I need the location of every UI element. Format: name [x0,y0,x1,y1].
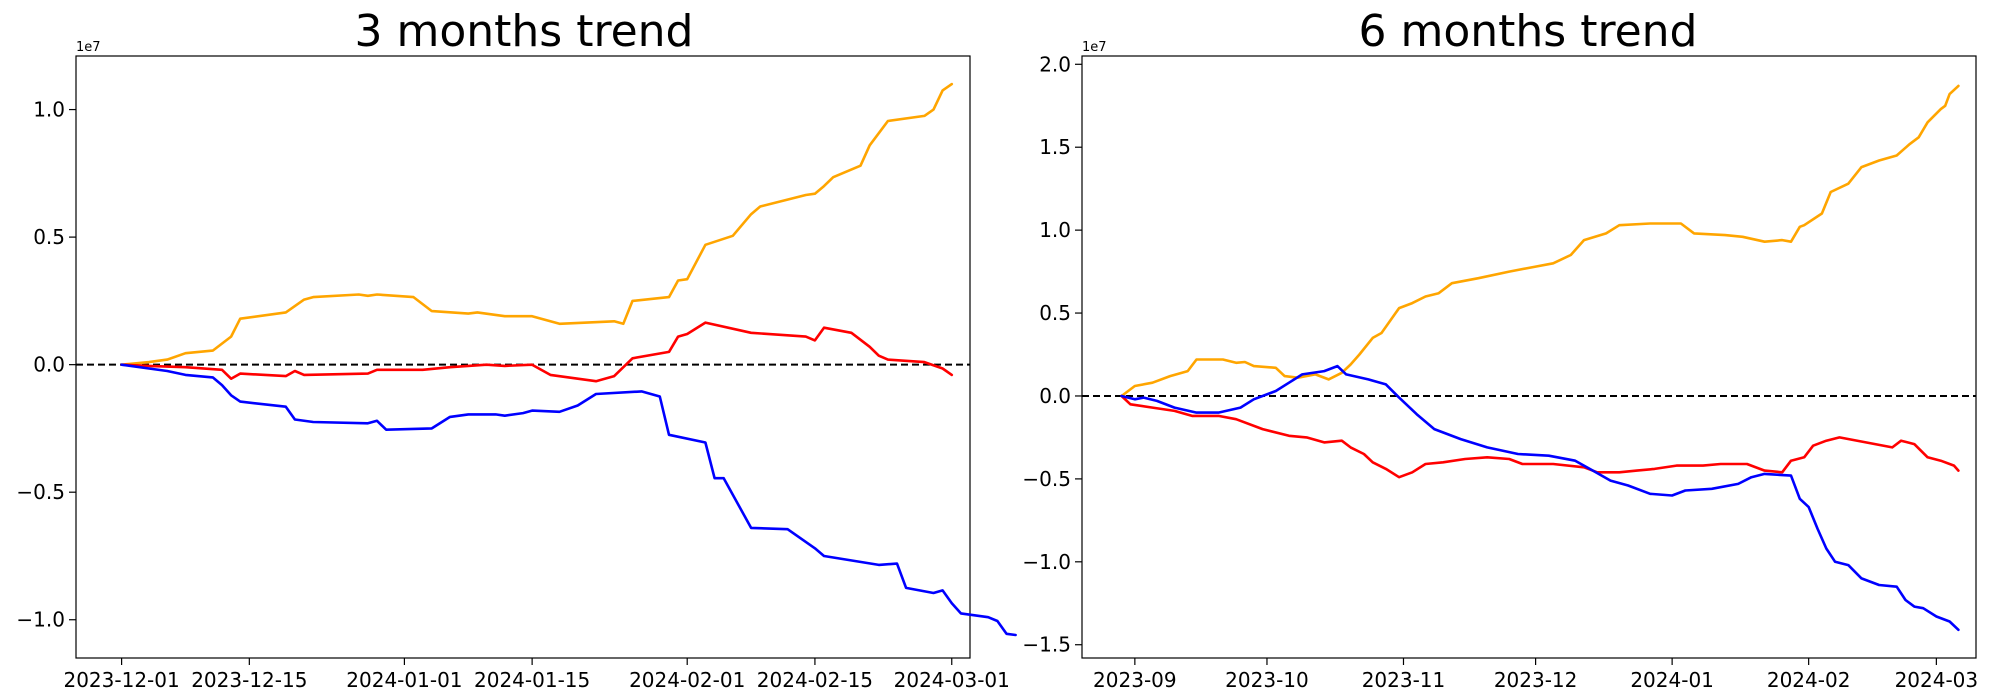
x-tick-label: 2024-02-01 [629,668,745,692]
x-tick-label: 2024-01-15 [474,668,590,692]
y-tick-label: 0.5 [1039,301,1071,325]
series-line-3 [120,363,1017,637]
y-ticks-layer: −1.5 −1.0 −0.5 0.0 0.5 1.0 1.5 2.0 [1022,52,1082,657]
y-offset-label: 1e7 [76,40,101,55]
y-tick-label: 1.0 [33,98,65,122]
x-tick-label: 2023-10 [1225,668,1309,692]
x-ticks-layer: 2023-12-01 2023-12-15 2024-01-01 2024-01-15… [63,658,1010,692]
series-line-2 [1120,394,1960,479]
x-tick-label: 2024-03-01 [894,668,1010,692]
series-line-1 [120,82,954,367]
x-tick-label: 2023-09 [1093,668,1177,692]
series-layer [1120,84,1960,632]
y-tick-label: 2.0 [1039,52,1071,76]
plot-frame [1081,55,1977,659]
x-tick-label: 2024-02-15 [757,668,873,692]
x-tick-label: 2024-01-01 [346,668,462,692]
x-tick-label: 2024-01 [1630,668,1714,692]
y-tick-label: 0.0 [1039,384,1071,408]
chart-6-months: 6 months trend 1e7 2023-09 2023-10 2023-11… [1022,6,1978,692]
y-tick-label: −0.5 [16,480,65,504]
y-tick-label: 0.0 [33,353,65,377]
chart-3-months: 3 months trend 1e7 2023-12-01 2023-12-15 2… [16,6,1017,692]
x-tick-label: 2024-03 [1895,668,1979,692]
series-layer [120,82,1017,637]
series-line-1 [1120,84,1960,398]
y-tick-label: −1.0 [1022,550,1071,574]
x-tick-label: 2023-12-01 [63,668,179,692]
y-tick-label: 1.5 [1039,135,1071,159]
chart-title: 3 months trend [355,6,694,57]
x-tick-label: 2023-11 [1362,668,1446,692]
y-tick-label: 1.0 [1039,218,1071,242]
chart-title: 6 months trend [1359,6,1698,57]
y-tick-label: 0.5 [33,225,65,249]
y-tick-label: −1.0 [16,608,65,632]
x-tick-label: 2023-12 [1494,668,1578,692]
y-tick-label: −1.5 [1022,633,1071,657]
y-tick-label: −0.5 [1022,467,1071,491]
series-line-2 [120,321,954,383]
x-ticks-layer: 2023-09 2023-10 2023-11 2023-12 2024-01 2024-… [1093,658,1978,692]
y-ticks-layer: −1.0 −0.5 0.0 0.5 1.0 [16,98,76,632]
y-offset-label: 1e7 [1082,40,1107,55]
plot-frame [75,55,971,659]
x-tick-label: 2024-02 [1767,668,1851,692]
x-tick-label: 2023-12-15 [191,668,307,692]
series-line-3 [1120,364,1960,632]
